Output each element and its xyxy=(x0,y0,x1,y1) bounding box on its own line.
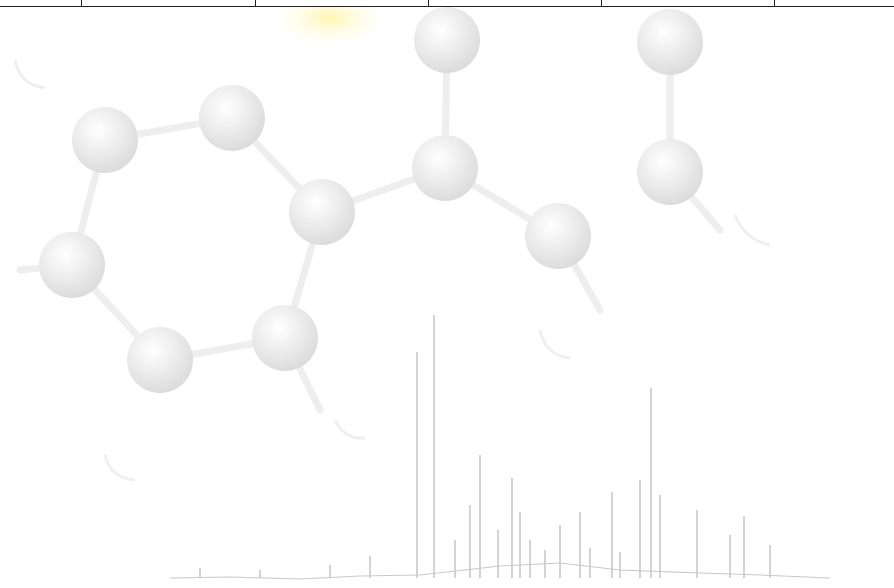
atom xyxy=(289,179,355,245)
table-cell-divider xyxy=(774,0,775,7)
atom xyxy=(252,305,318,371)
atom xyxy=(525,203,591,269)
atom xyxy=(39,232,105,298)
table-cell-divider xyxy=(428,0,429,7)
table-top-row xyxy=(0,0,894,7)
spectrum-watermark xyxy=(199,315,771,578)
table-cell-divider xyxy=(601,0,602,7)
atom xyxy=(199,85,265,151)
atom xyxy=(637,9,703,75)
atom xyxy=(414,7,480,73)
atom xyxy=(72,107,138,173)
molecule-bonds xyxy=(16,36,724,414)
table-cell-divider xyxy=(255,0,256,7)
atom xyxy=(412,135,478,201)
faint-arcs xyxy=(13,59,771,482)
table-cell-divider xyxy=(81,0,82,7)
atom xyxy=(637,139,703,205)
molecule-atoms xyxy=(39,7,703,393)
glow-highlight xyxy=(275,0,385,46)
atom xyxy=(127,327,193,393)
spectrum-baseline xyxy=(169,562,831,580)
